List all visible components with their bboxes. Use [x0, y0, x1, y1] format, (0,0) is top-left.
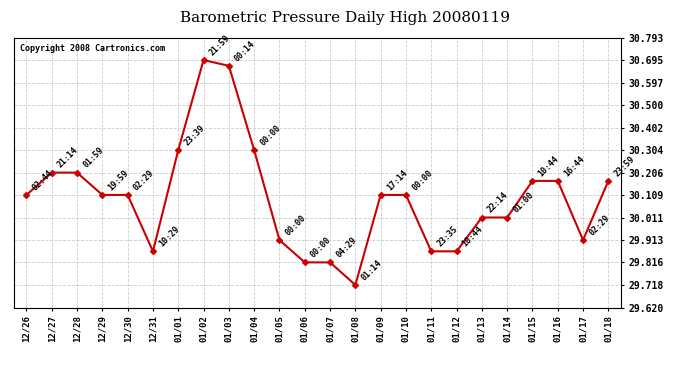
Text: 02:29: 02:29 [132, 168, 156, 192]
Text: 23:39: 23:39 [182, 123, 206, 147]
Text: 00:00: 00:00 [284, 213, 308, 237]
Text: 02:44: 02:44 [30, 168, 55, 192]
Text: 00:00: 00:00 [258, 123, 282, 147]
Text: 04:29: 04:29 [334, 236, 358, 260]
Text: 16:44: 16:44 [562, 154, 586, 178]
Text: 01:14: 01:14 [359, 258, 384, 282]
Text: 23:35: 23:35 [435, 225, 460, 249]
Text: 21:59: 21:59 [208, 33, 232, 57]
Text: 22:14: 22:14 [486, 190, 510, 215]
Text: 02:29: 02:29 [587, 213, 611, 237]
Text: Barometric Pressure Daily High 20080119: Barometric Pressure Daily High 20080119 [180, 11, 510, 25]
Text: 23:59: 23:59 [613, 154, 637, 178]
Text: 21:14: 21:14 [56, 146, 80, 170]
Text: 00:00: 00:00 [309, 236, 333, 260]
Text: 10:44: 10:44 [461, 225, 485, 249]
Text: 00:00: 00:00 [410, 168, 434, 192]
Text: 01:00: 01:00 [511, 190, 535, 215]
Text: 00:14: 00:14 [233, 39, 257, 63]
Text: 10:29: 10:29 [157, 225, 181, 249]
Text: 19:59: 19:59 [106, 168, 130, 192]
Text: Copyright 2008 Cartronics.com: Copyright 2008 Cartronics.com [20, 44, 165, 53]
Text: 10:44: 10:44 [537, 154, 561, 178]
Text: 17:14: 17:14 [385, 168, 409, 192]
Text: 01:59: 01:59 [81, 146, 106, 170]
